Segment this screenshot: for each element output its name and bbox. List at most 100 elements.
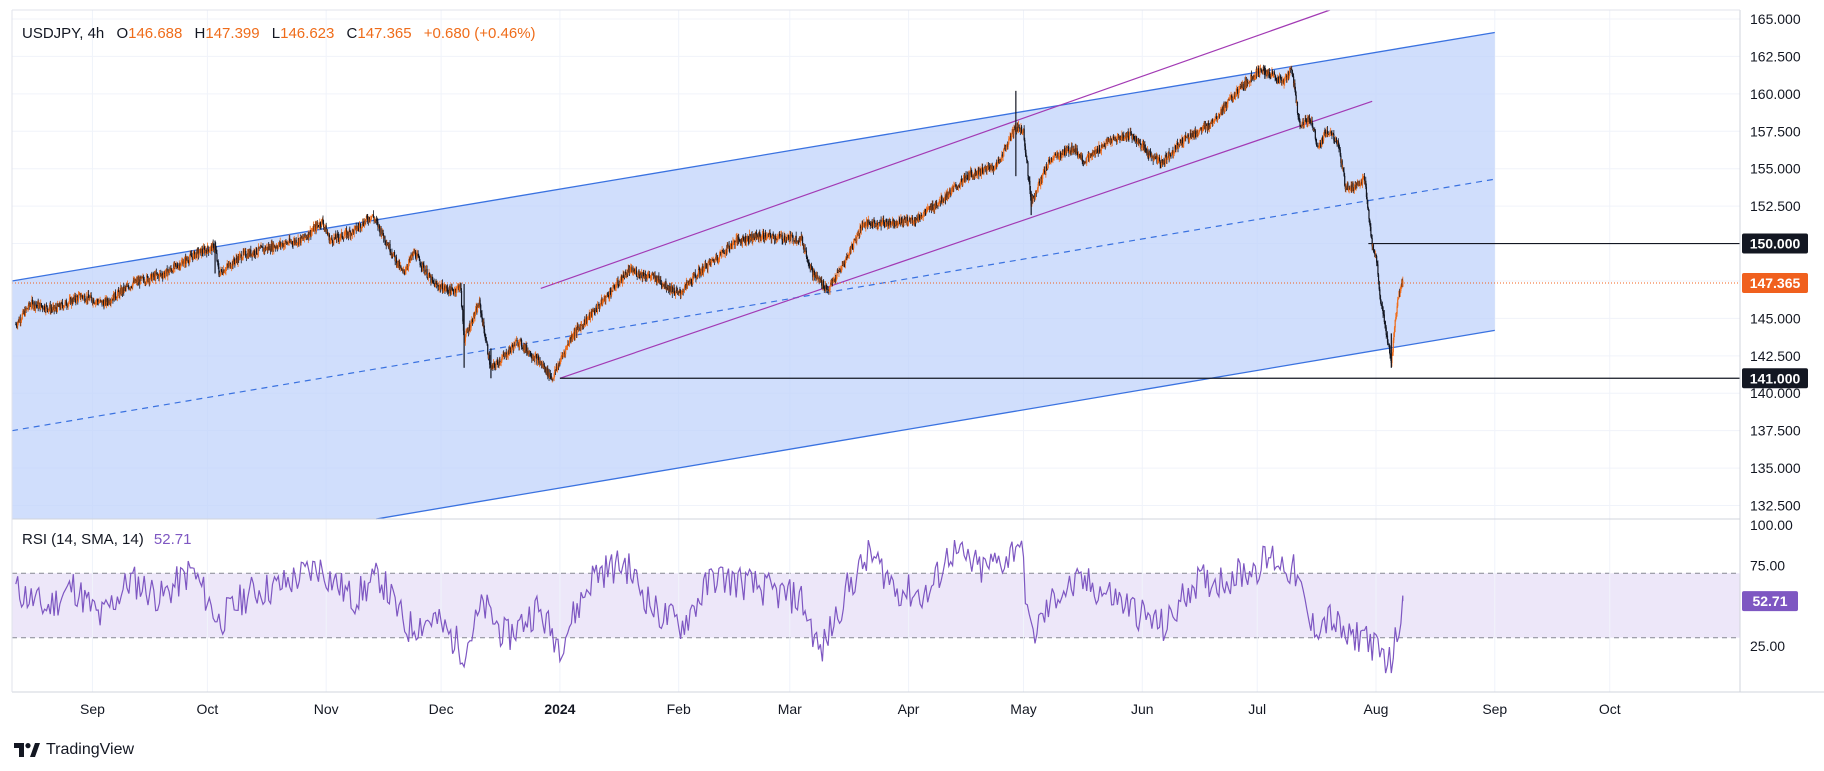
candle-body (1033, 196, 1035, 197)
candle-body (1301, 121, 1304, 124)
candle-body (1377, 264, 1379, 275)
rsi-pane[interactable] (12, 519, 1740, 692)
candle-body (278, 242, 280, 246)
price-axis[interactable]: 165.000162.500160.000157.500155.000152.5… (1750, 11, 1801, 514)
tradingview-logo-icon[interactable] (14, 743, 40, 757)
candle-body (1385, 327, 1387, 335)
candle-body (126, 284, 129, 287)
candle-body (1189, 133, 1191, 139)
candle-body (1383, 313, 1385, 315)
candle-body (1181, 138, 1184, 145)
channel-mid-line[interactable] (11, 178, 1495, 432)
candle-body (1250, 74, 1252, 83)
candle-body (1061, 152, 1064, 155)
candle-body (939, 201, 941, 203)
candle-body (445, 286, 447, 289)
channel-upper-line[interactable] (11, 31, 1495, 282)
candle-body (967, 172, 970, 180)
candle-body (211, 243, 214, 252)
candle-body (960, 178, 963, 182)
candle-body (503, 355, 505, 357)
candle-body (895, 220, 898, 223)
candle-body (77, 295, 80, 301)
candle-body (646, 277, 648, 279)
legend-high: 147.399 (205, 25, 259, 42)
candle-body (335, 238, 337, 240)
regression-channel-fill (12, 32, 1495, 520)
brand-name[interactable]: TradingView (46, 741, 135, 758)
candle-body (519, 339, 521, 341)
time-axis[interactable]: Sep Oct Nov Dec 2024 Feb Mar Apr May Jun Jul Aug Sep… (80, 701, 1621, 717)
candle-body (417, 253, 419, 257)
candle-body (250, 249, 252, 256)
candle-body (1355, 183, 1357, 188)
candle-body (1149, 152, 1152, 156)
candles[interactable] (15, 64, 1404, 383)
candle-body (44, 310, 46, 312)
candle-body (323, 227, 325, 229)
candle-body (877, 225, 879, 228)
candle-body (819, 278, 822, 283)
candle-body (883, 219, 885, 223)
candle-body (915, 218, 917, 223)
candle-body (563, 353, 565, 355)
candle-body (480, 313, 482, 315)
rsi-legend[interactable]: RSI (14, SMA, 14) 52.71 (22, 531, 191, 548)
candle-body (1254, 75, 1256, 78)
purple-channel-upper[interactable] (540, 9, 1331, 290)
candle-body (655, 277, 657, 282)
candle-body (274, 246, 276, 248)
candle-body (1215, 116, 1217, 119)
candle-body (923, 210, 926, 213)
channel-lower-line[interactable] (375, 329, 1495, 520)
purple-channel-lower[interactable] (559, 100, 1373, 379)
candle-body (672, 287, 675, 293)
candle-body (1317, 146, 1320, 148)
candle-body (881, 222, 883, 227)
candle-body (599, 305, 601, 308)
candle-body (393, 251, 395, 254)
candle-body (863, 223, 866, 225)
candle-body (589, 312, 591, 319)
candle-body (775, 239, 777, 240)
candle-body (1048, 160, 1050, 162)
candle-body (1195, 133, 1197, 136)
candle-body (603, 299, 605, 301)
candle-body (286, 242, 288, 244)
candle-body (1162, 160, 1164, 165)
candle-body (611, 290, 613, 292)
candle-body (626, 273, 629, 275)
candle-body (437, 287, 440, 289)
candle-body (1364, 180, 1366, 183)
candle-body (1284, 77, 1286, 79)
candle-body (1056, 152, 1058, 154)
rsi-line[interactable] (15, 539, 1404, 674)
candle-body (756, 235, 758, 239)
candle-body (1088, 153, 1090, 162)
candle-body (904, 219, 906, 223)
candle-body (806, 256, 808, 260)
candle-body (1197, 133, 1199, 135)
price-pane[interactable] (11, 9, 1740, 520)
candle-body (1271, 71, 1274, 76)
candle-body (570, 335, 572, 340)
candle-body (475, 309, 477, 315)
symbol-legend[interactable]: USDJPY, 4h O146.688 H147.399 L146.623 C1… (22, 25, 536, 42)
candle-body (120, 288, 122, 295)
candle-body (358, 227, 360, 228)
candle-body (796, 240, 799, 243)
candle-body (727, 245, 730, 246)
candle-body (129, 288, 131, 289)
candle-body (361, 226, 363, 229)
candle-body (600, 298, 603, 304)
candle-body (187, 259, 189, 262)
candle-body (425, 269, 428, 273)
candle-body (1324, 132, 1327, 135)
candle-body (537, 357, 539, 359)
candle-body (227, 265, 230, 267)
candle-body (1257, 68, 1259, 71)
candle-body (472, 322, 474, 324)
candle-body (328, 234, 330, 243)
